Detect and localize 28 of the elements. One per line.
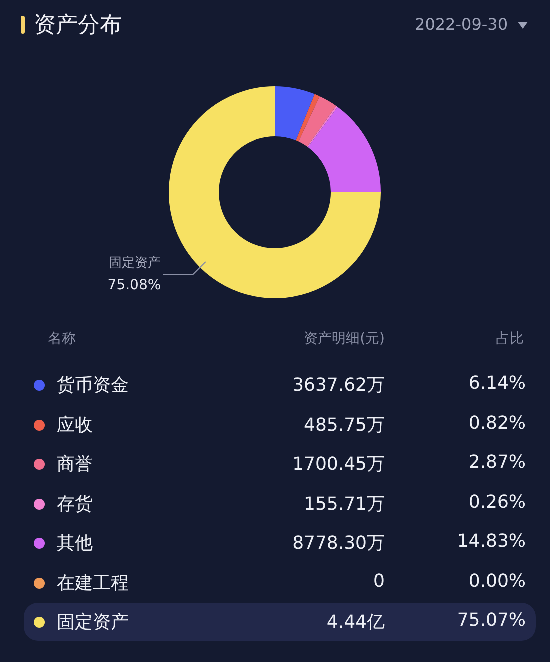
chart-title: 资产分布 — [34, 12, 122, 40]
text: 0 — [374, 570, 385, 592]
text: 4.44亿 — [326, 611, 385, 634]
legend-label: 应收 — [57, 414, 93, 436]
text: 75.08% — [108, 277, 162, 294]
data-label: 75.07% — [457, 610, 526, 631]
data-label: 0.82% — [468, 412, 526, 434]
text: 名称 — [48, 330, 76, 348]
legend-label: 存货 — [57, 492, 93, 516]
text: 8778.30万 — [292, 532, 385, 555]
chart-subtitle: 2022-09-30 — [415, 15, 508, 34]
text: 0.00% — [468, 570, 526, 592]
text: 占比 — [496, 330, 524, 348]
slice-label: 固定资产 — [109, 256, 162, 272]
legend-label: 其他 — [57, 532, 93, 555]
text: 资产明细(元) — [304, 330, 385, 348]
text: 1700.45万 — [292, 453, 385, 476]
legend-label: 固定资产 — [57, 611, 129, 634]
text: 485.75万 — [304, 414, 385, 436]
legend-label: 商誉 — [57, 453, 93, 476]
data-label: 6.14% — [468, 373, 526, 394]
text: 155.71万 — [304, 492, 385, 516]
legend-label: 货币资金 — [57, 374, 129, 397]
data-label: 2.87% — [468, 452, 526, 473]
data-label: 14.83% — [457, 531, 526, 552]
data-label: 0.26% — [468, 492, 526, 512]
text: 3637.62万 — [292, 374, 385, 397]
legend-label: 在建工程 — [57, 572, 129, 594]
